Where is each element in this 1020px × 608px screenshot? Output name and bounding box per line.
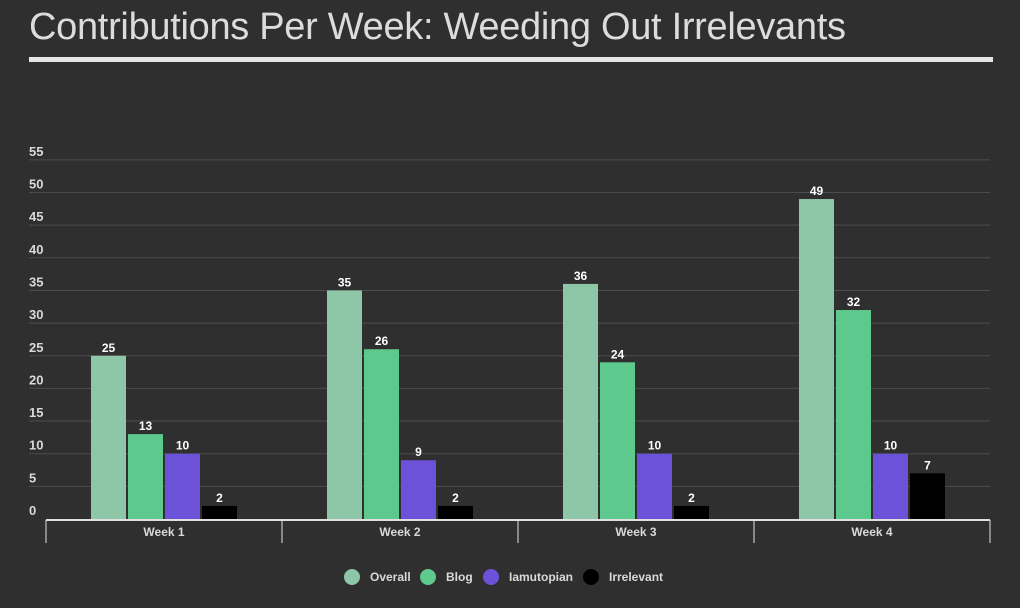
- data-label: 10: [176, 439, 190, 453]
- bar: [836, 310, 871, 519]
- data-label: 7: [924, 458, 931, 472]
- y-tick-label: 55: [29, 144, 43, 159]
- y-tick-label: 50: [29, 177, 43, 192]
- y-tick-label: 20: [29, 372, 43, 387]
- y-tick-label: 45: [29, 209, 43, 224]
- bar: [674, 505, 709, 519]
- legend-label: Overall: [370, 570, 411, 584]
- x-category-label: Week 3: [615, 525, 656, 539]
- y-tick-label: 25: [29, 340, 43, 355]
- x-category-label: Week 2: [379, 525, 420, 539]
- bar: [165, 453, 200, 519]
- y-tick-label: 30: [29, 307, 43, 322]
- data-label: 10: [648, 439, 662, 453]
- bar: [799, 199, 834, 519]
- bar: [128, 434, 163, 519]
- legend-swatch: [420, 569, 436, 585]
- y-tick-label: 35: [29, 274, 43, 289]
- data-label: 25: [102, 341, 116, 355]
- y-tick-label: 15: [29, 405, 43, 420]
- legend-swatch: [583, 569, 599, 585]
- y-tick-label: 10: [29, 438, 43, 453]
- data-label: 36: [574, 269, 588, 283]
- data-label: 49: [810, 184, 824, 198]
- legend-swatch: [483, 569, 499, 585]
- bar: [563, 283, 598, 519]
- legend-label: Irrelevant: [609, 570, 663, 584]
- data-label: 26: [375, 334, 389, 348]
- data-label: 35: [338, 275, 352, 289]
- x-category-label: Week 4: [851, 525, 892, 539]
- bar: [364, 349, 399, 519]
- bar: [438, 505, 473, 519]
- y-tick-label: 40: [29, 242, 43, 257]
- legend-label: Iamutopian: [509, 570, 573, 584]
- bar: [401, 460, 436, 519]
- y-tick-label: 5: [29, 470, 36, 485]
- bar: [327, 290, 362, 519]
- data-label: 9: [415, 445, 422, 459]
- legend-swatch: [344, 569, 360, 585]
- chart-title: Contributions Per Week: Weeding Out Irre…: [29, 6, 846, 48]
- data-label: 24: [611, 347, 625, 361]
- bar: [910, 473, 945, 519]
- bar: [600, 362, 635, 519]
- data-label: 2: [452, 491, 459, 505]
- data-label: 10: [884, 439, 898, 453]
- bar: [637, 453, 672, 519]
- x-category-label: Week 1: [143, 525, 184, 539]
- bar: [91, 355, 126, 519]
- data-label: 2: [688, 491, 695, 505]
- y-tick-label: 0: [29, 503, 36, 518]
- data-label: 32: [847, 295, 861, 309]
- legend-label: Blog: [446, 570, 473, 584]
- data-label: 13: [139, 419, 153, 433]
- bar: [202, 505, 237, 519]
- bar: [873, 453, 908, 519]
- title-underline: [29, 57, 993, 62]
- data-label: 2: [216, 491, 223, 505]
